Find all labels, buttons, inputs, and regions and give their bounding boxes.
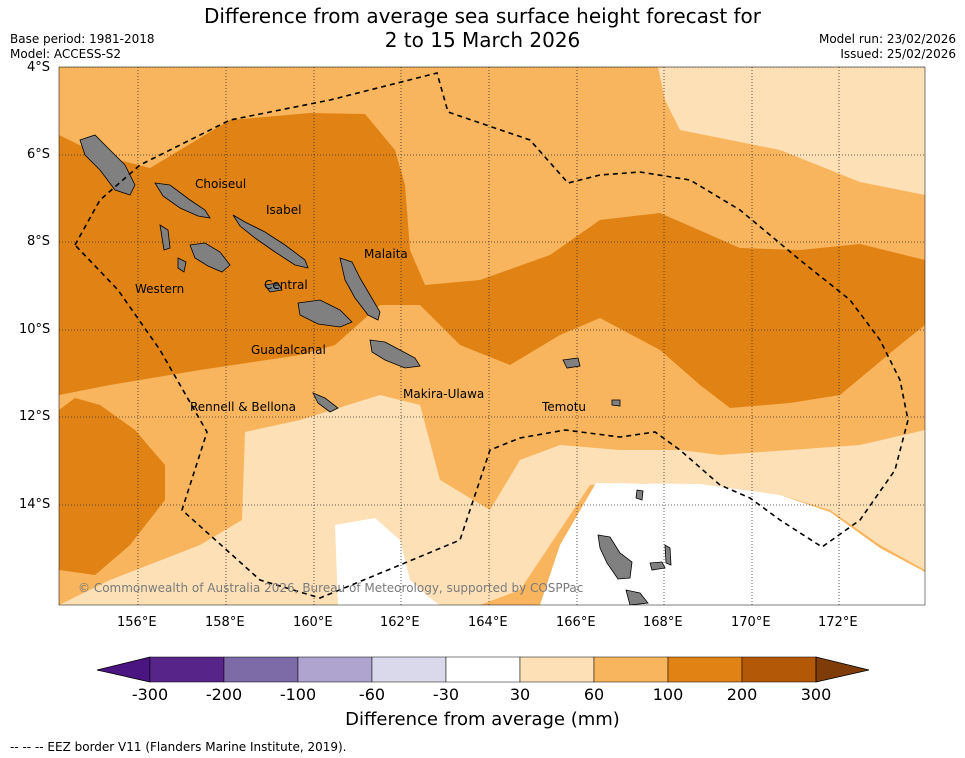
anomaly-near-zero-area-west: [335, 518, 440, 605]
colorbar-extend-high: [815, 656, 870, 683]
region-label-choiseul: Choiseul: [195, 177, 247, 191]
colorbar-bin: [667, 656, 743, 683]
lon-tick-label: 168°E: [643, 615, 683, 630]
region-label-malaita: Malaita: [364, 247, 408, 261]
lon-tick-label: 164°E: [468, 615, 508, 630]
colorbar-tick-label: -200: [205, 685, 243, 704]
lon-tick-label: 158°E: [205, 615, 245, 630]
map-frame: [58, 66, 926, 606]
region-label-temotu: Temotu: [542, 400, 587, 414]
eez-legend-note: -- -- -- EEZ border V11 (Flanders Marine…: [10, 740, 347, 754]
anomaly-100-200-southwest-patch: [59, 398, 165, 575]
lon-tick-label: 160°E: [293, 615, 333, 630]
model-run-text: Model run: 23/02/2026: [818, 32, 956, 46]
model-text: Model: ACCESS-S2: [10, 47, 122, 61]
lon-tick-label: 170°E: [731, 615, 771, 630]
colorbar-tick-label: 30: [509, 685, 531, 704]
eez-border-line: [74, 72, 909, 599]
colorbar-tick-label: -30: [432, 685, 460, 704]
lon-tick-label: 172°E: [818, 615, 858, 630]
region-label-guadalcanal: Guadalcanal: [251, 343, 326, 357]
colorbar-tick-label: 100: [652, 685, 684, 704]
anomaly-100-200-band: [59, 113, 925, 408]
lat-tick-label: 12°S: [19, 409, 51, 424]
colorbar-bin: [297, 656, 373, 683]
anomaly-30-60-area-northeast: [658, 67, 925, 195]
lon-tick-label: 156°E: [117, 615, 157, 630]
region-label-central: Central: [264, 278, 308, 292]
colorbar-label: Difference from average (mm): [345, 709, 620, 730]
region-label-western: Western: [135, 282, 185, 296]
region-label-rennell-bellona: Rennell & Bellona: [190, 400, 297, 414]
region-label-isabel: Isabel: [266, 203, 302, 217]
colorbar-bin: [519, 656, 595, 683]
solomon-islands-landmass: [79, 134, 672, 605]
colorbar-tick-label: 200: [726, 685, 758, 704]
anomaly-30-60-area-south: [59, 395, 925, 605]
colorbar: [96, 656, 870, 683]
colorbar-tick-label: -60: [358, 685, 386, 704]
colorbar-bin: [593, 656, 669, 683]
colorbar-tick-label: -100: [279, 685, 317, 704]
copyright-text: © Commonwealth of Australia 2026, Bureau…: [78, 581, 584, 595]
lat-tick-label: 4°S: [27, 60, 51, 75]
issued-text: Issued: 25/02/2026: [840, 47, 956, 61]
lon-tick-label: 166°E: [556, 615, 596, 630]
base-period-text: Base period: 1981-2018: [10, 32, 155, 46]
colorbar-bin: [371, 656, 447, 683]
colorbar-bin: [223, 656, 299, 683]
lat-tick-label: 14°S: [19, 497, 51, 512]
colorbar-tick-label: 300: [800, 685, 832, 704]
map-title-line1: Difference from average sea surface heig…: [203, 4, 762, 28]
colorbar-bin: [445, 656, 521, 683]
colorbar-tick-label: 60: [583, 685, 605, 704]
lat-tick-label: 6°S: [27, 147, 51, 162]
map-title-line2: 2 to 15 March 2026: [384, 28, 581, 52]
graticule: [59, 67, 925, 605]
colorbar-tick-label: -300: [131, 685, 169, 704]
lat-tick-label: 10°S: [19, 322, 51, 337]
colorbar-bin: [149, 656, 225, 683]
region-label-makira-ulawa: Makira-Ulawa: [403, 387, 485, 401]
lat-tick-label: 8°S: [27, 234, 51, 249]
lon-tick-label: 162°E: [380, 615, 420, 630]
anomaly-near-zero-area-east: [540, 483, 925, 605]
colorbar-extend-low: [96, 656, 151, 683]
colorbar-bin: [741, 656, 817, 683]
